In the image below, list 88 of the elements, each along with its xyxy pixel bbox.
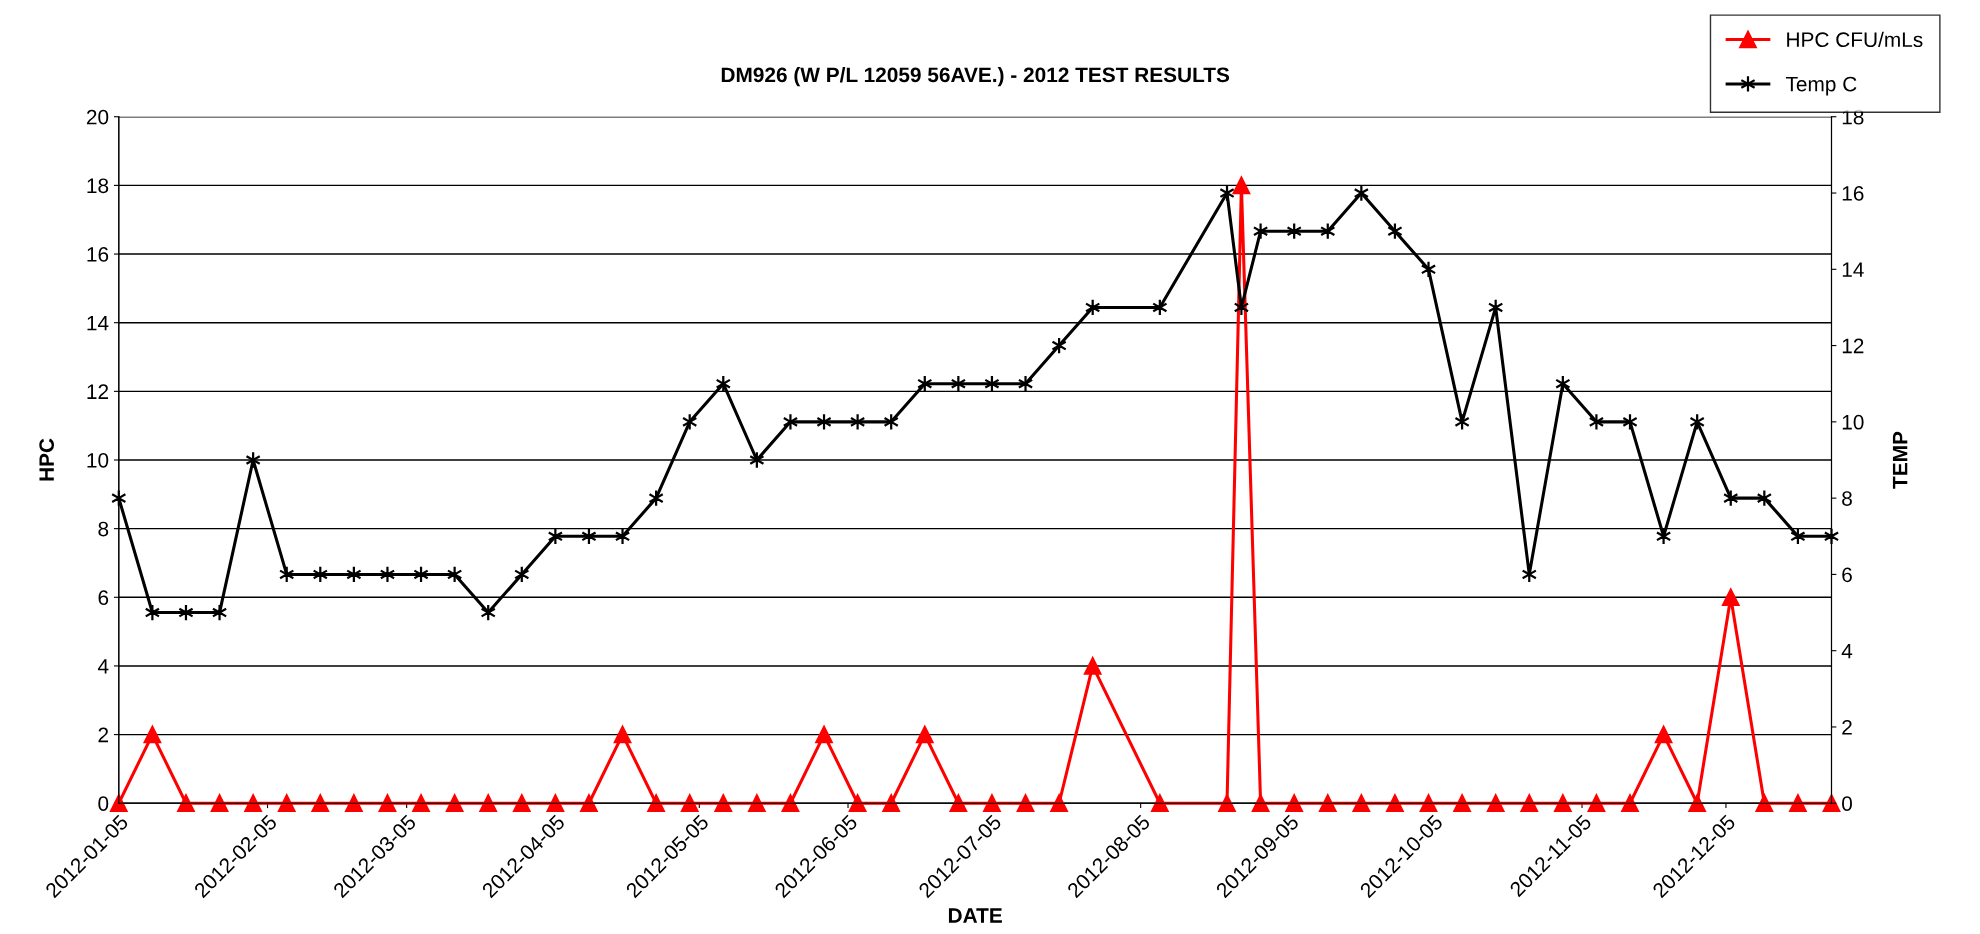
point	[479, 794, 497, 812]
point	[1554, 794, 1572, 812]
point	[882, 794, 900, 812]
point	[1420, 260, 1437, 279]
point	[513, 794, 531, 812]
y-tick-label: 14	[87, 315, 109, 331]
y2-tick-label: 4	[1841, 643, 1853, 659]
y-tick-label: 8	[98, 521, 109, 537]
y-axis-title: HPC	[39, 438, 55, 481]
point	[1520, 794, 1539, 812]
point	[1232, 176, 1251, 195]
point	[916, 725, 934, 744]
y-tick-label: 0	[98, 796, 109, 811]
point	[1017, 374, 1034, 393]
point	[1218, 794, 1236, 812]
point	[1789, 794, 1807, 812]
point	[1151, 794, 1169, 812]
point	[580, 794, 598, 812]
point	[378, 794, 397, 812]
y-tick-label: 2	[98, 727, 109, 743]
point	[1722, 588, 1740, 607]
x-axis-title: DATE	[948, 908, 1002, 923]
point	[647, 794, 665, 812]
point	[1688, 794, 1706, 812]
y-tick-label: 4	[97, 659, 109, 674]
y2-tick-label: 10	[1842, 414, 1864, 430]
point	[1285, 794, 1303, 812]
point	[1621, 794, 1639, 812]
point	[1588, 413, 1605, 431]
point	[1251, 794, 1270, 812]
point	[345, 794, 363, 812]
point	[1822, 794, 1841, 812]
point	[1486, 794, 1505, 812]
point	[1252, 222, 1269, 240]
point	[445, 794, 464, 812]
y2-tick-label: 6	[1842, 567, 1852, 583]
point	[244, 794, 262, 812]
point	[1587, 794, 1606, 812]
point	[311, 794, 330, 812]
point	[379, 565, 396, 584]
point	[983, 794, 1001, 812]
point	[1352, 794, 1371, 812]
point	[815, 725, 833, 744]
point	[211, 603, 228, 622]
chart-title: DM926 (W P/L 12059 56AVE.) - 2012 TEST RESULTS	[721, 66, 1230, 87]
point	[1654, 725, 1673, 744]
point	[546, 794, 565, 812]
y2-tick-label: 8	[1842, 491, 1852, 506]
point	[177, 794, 195, 812]
y-tick-label: 12	[87, 384, 109, 399]
point	[1016, 794, 1035, 812]
legend-label: HPC CFU/mLs	[1787, 31, 1923, 48]
y2-tick-label: 16	[1842, 186, 1864, 201]
point	[210, 794, 229, 812]
y-tick-label: 10	[87, 453, 109, 468]
point	[848, 794, 867, 812]
point	[1419, 794, 1438, 812]
point	[1453, 794, 1471, 812]
y2-axis-title: TEMP	[1892, 431, 1908, 489]
y-tick-label: 18	[87, 178, 109, 194]
y-tick-label: 20	[86, 109, 109, 125]
y-tick-label: 6	[98, 590, 109, 606]
point	[143, 725, 162, 744]
point	[614, 527, 631, 546]
point	[412, 794, 430, 812]
y-tick-label: 16	[87, 247, 109, 262]
y2-tick-label: 12	[1842, 338, 1864, 354]
point	[1050, 794, 1068, 812]
point	[748, 794, 766, 812]
point	[1083, 657, 1102, 675]
y2-tick-label: 18	[1842, 109, 1864, 125]
point	[1319, 794, 1337, 812]
legend-label: Temp C	[1785, 76, 1857, 96]
point	[1823, 527, 1840, 546]
point	[782, 413, 799, 431]
y2-tick-label: 0	[1842, 796, 1852, 811]
point	[680, 794, 699, 812]
point	[714, 794, 733, 812]
point	[1655, 527, 1672, 546]
point	[1755, 794, 1774, 812]
point	[949, 794, 968, 812]
point	[110, 794, 128, 812]
point	[781, 794, 800, 812]
point	[1386, 794, 1404, 812]
y2-tick-label: 2	[1842, 719, 1852, 735]
point	[613, 725, 632, 744]
point	[277, 794, 296, 812]
y2-tick-label: 14	[1842, 262, 1864, 277]
